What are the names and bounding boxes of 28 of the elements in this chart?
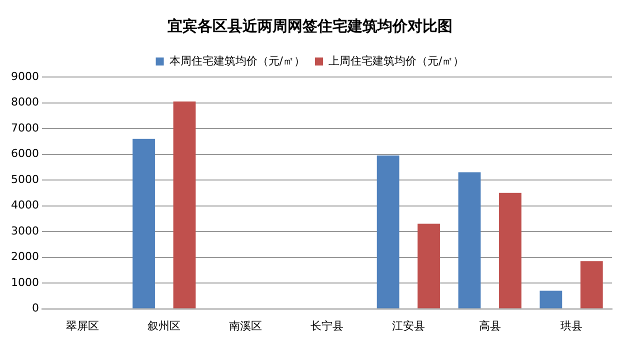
x-tick-label: 南溪区: [229, 319, 262, 332]
bar: [580, 261, 603, 308]
y-tick-label: 2000: [10, 250, 39, 264]
y-tick-label: 7000: [10, 121, 39, 134]
y-tick-label: 1000: [10, 276, 39, 289]
bar: [540, 290, 562, 308]
bar: [418, 224, 440, 308]
legend-label: 本周住宅建筑均价（元/㎡）: [169, 54, 306, 68]
y-tick-label: 5000: [10, 172, 39, 186]
x-tick-label: 翠屏区: [66, 319, 100, 332]
x-tick-label: 叙州区: [148, 319, 181, 332]
x-tick-label: 江安县: [392, 319, 425, 332]
chart-title: 宜宾各区县近两周网签住宅建筑均价对比图: [168, 16, 452, 35]
x-tick-label: 长宁县: [310, 319, 344, 332]
bar: [376, 156, 400, 308]
legend-label: 上周住宅建筑均价（元/㎡）: [328, 54, 464, 68]
y-tick-label: 6000: [10, 147, 39, 160]
y-tick-label: 9000: [10, 70, 39, 83]
y-tick-label: 0: [32, 302, 39, 315]
bar: [173, 101, 196, 308]
y-tick-label: 3000: [10, 224, 39, 238]
bar: [132, 138, 155, 308]
x-tick-label: 珙县: [560, 319, 582, 332]
bar: [458, 172, 481, 308]
y-tick-label: 8000: [10, 96, 39, 109]
y-tick-label: 4000: [10, 198, 39, 212]
bar: [499, 192, 522, 308]
x-tick-label: 高县: [478, 319, 501, 332]
